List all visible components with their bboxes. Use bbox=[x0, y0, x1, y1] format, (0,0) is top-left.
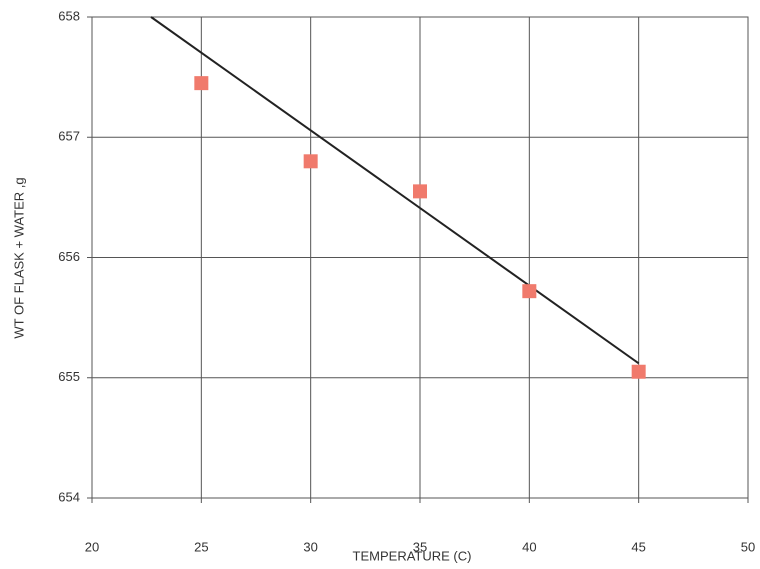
point bbox=[631, 364, 646, 379]
y-tick-label: 657 bbox=[58, 129, 80, 144]
x-tick-label: 50 bbox=[741, 539, 755, 554]
y-axis-label: WT OF FLASK + WATER ,g bbox=[11, 177, 26, 338]
x-axis-label: TEMPERATURE (C) bbox=[353, 548, 472, 563]
x-tick-label: 30 bbox=[303, 539, 317, 554]
y-tick-label: 655 bbox=[58, 369, 80, 384]
plot-border bbox=[91, 16, 749, 499]
point bbox=[522, 284, 537, 299]
y-tick-label: 654 bbox=[58, 489, 80, 504]
point bbox=[303, 154, 318, 169]
x-tick-label: 25 bbox=[194, 539, 208, 554]
x-tick-label: 40 bbox=[522, 539, 536, 554]
x-tick-label: 35 bbox=[413, 539, 427, 554]
x-tick-label: 45 bbox=[631, 539, 645, 554]
x-tick-label: 20 bbox=[85, 539, 99, 554]
point bbox=[413, 184, 427, 199]
trend-line bbox=[150, 16, 640, 365]
y-tick-label: 656 bbox=[58, 249, 80, 264]
y-tick-label: 658 bbox=[58, 8, 80, 23]
point bbox=[194, 76, 209, 91]
